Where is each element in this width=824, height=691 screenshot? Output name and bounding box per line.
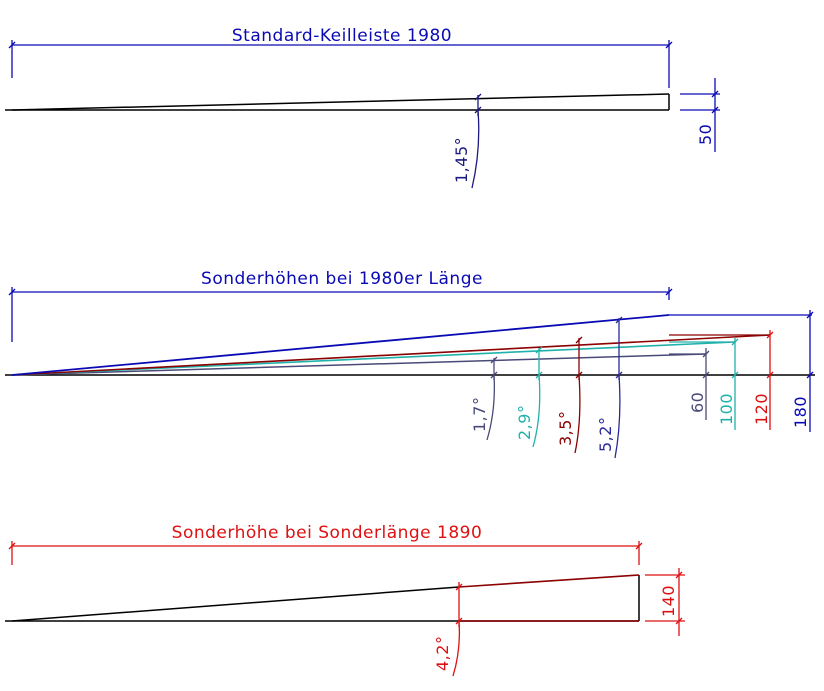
wedge-outline-standard	[5, 93, 670, 111]
height-label-140: 140	[659, 585, 678, 617]
wedge-top-1890	[458, 574, 640, 588]
height-dimension-100	[731, 338, 739, 430]
section-special-length: Sonderhöhe bei Sonderlänge 1890 4,2° 140	[5, 523, 685, 677]
height-label-100: 100	[717, 393, 736, 425]
angle-label-1-7: 1,7°	[470, 397, 489, 432]
angle-marker-1-7	[486, 356, 498, 441]
angle-marker-5-2	[614, 316, 623, 459]
height-label-120: 120	[752, 393, 771, 425]
angle-label-3-5: 3,5°	[556, 411, 575, 446]
height-dimension-140	[645, 568, 685, 636]
angle-marker-3-5	[574, 336, 583, 454]
wedge-line-180	[11, 314, 670, 376]
height-label-60: 60	[688, 392, 707, 413]
angle-marker-standard	[471, 93, 482, 189]
angle-label-4-2: 4,2°	[433, 636, 452, 671]
height-label-standard: 50	[696, 124, 715, 145]
angle-marker-2-9	[532, 346, 543, 448]
height-label-180: 180	[791, 396, 810, 428]
wedge-line-60	[11, 353, 707, 376]
section-special-heights: Sonderhöhen bei 1980er Länge 1,7° 2,9°	[5, 269, 815, 459]
length-dimension-1980	[8, 40, 673, 88]
length-dimension-1890	[8, 541, 643, 565]
title-standard-wedge: Standard-Keilleiste 1980	[232, 26, 452, 46]
title-special-heights: Sonderhöhen bei 1980er Länge	[201, 269, 483, 289]
height-dimension-60	[702, 348, 710, 420]
height-dimension-120	[766, 330, 774, 430]
angle-label-2-9: 2,9°	[515, 405, 534, 440]
wedge-line-120	[11, 334, 771, 376]
height-dimension-50	[680, 78, 720, 152]
angle-label-standard: 1,45°	[452, 137, 471, 183]
length-dimension-1980-special	[8, 287, 673, 342]
angle-label-5-2: 5,2°	[596, 417, 615, 452]
section-standard-wedge: Standard-Keilleiste 1980 1,45° 50	[5, 26, 720, 189]
height-dimension-180	[806, 310, 814, 432]
angle-marker-4-2	[452, 582, 463, 677]
title-special-length: Sonderhöhe bei Sonderlänge 1890	[172, 523, 483, 543]
wedge-line-100	[11, 341, 736, 376]
